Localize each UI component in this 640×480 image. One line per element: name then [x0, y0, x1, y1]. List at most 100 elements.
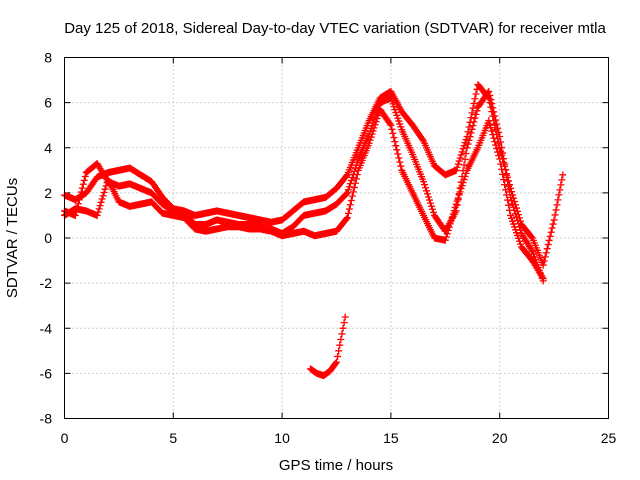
- data-point: [471, 114, 479, 122]
- data-point: [98, 195, 106, 203]
- data-point: [504, 196, 512, 204]
- data-point: [493, 145, 501, 153]
- data-point: [493, 120, 501, 128]
- data-point: [458, 148, 466, 156]
- data-point: [497, 160, 505, 168]
- data-point: [347, 177, 355, 185]
- data-point: [460, 176, 468, 184]
- data-point: [459, 179, 467, 187]
- data-point: [542, 249, 550, 257]
- data-point: [558, 176, 566, 184]
- data-point: [344, 186, 352, 194]
- y-tick-label: -8: [40, 411, 53, 427]
- series-track-c: [61, 105, 547, 283]
- data-point: [454, 194, 462, 202]
- data-point: [444, 226, 452, 234]
- data-point: [492, 141, 500, 149]
- data-point: [557, 181, 565, 189]
- data-point: [510, 203, 518, 211]
- data-point: [427, 202, 435, 210]
- data-point: [454, 160, 462, 168]
- data-point: [334, 352, 342, 360]
- data-point: [387, 121, 395, 129]
- data-point: [93, 211, 101, 219]
- data-point: [499, 170, 507, 178]
- data-point: [349, 188, 357, 196]
- data-point: [469, 122, 477, 130]
- data-points: [61, 81, 567, 380]
- data-point: [546, 232, 554, 240]
- data-point: [345, 183, 353, 191]
- data-point: [547, 228, 555, 236]
- data-point: [78, 184, 86, 192]
- data-point: [502, 186, 510, 194]
- data-point: [549, 220, 557, 228]
- data-point: [341, 313, 349, 321]
- data-point: [548, 224, 556, 232]
- data-point: [471, 95, 479, 103]
- data-point: [460, 161, 468, 169]
- data-point: [488, 127, 496, 135]
- data-point: [490, 108, 498, 116]
- data-point: [496, 132, 504, 140]
- data-point: [505, 201, 513, 209]
- data-point: [499, 149, 507, 157]
- data-point: [540, 257, 548, 265]
- data-point: [449, 210, 457, 218]
- data-point: [445, 223, 453, 231]
- data-point: [451, 203, 459, 211]
- data-point: [504, 177, 512, 185]
- data-point: [366, 136, 374, 144]
- data-point: [425, 196, 433, 204]
- data-point: [332, 359, 340, 367]
- data-point: [539, 275, 547, 283]
- data-point: [392, 142, 400, 150]
- y-tick-label: -6: [40, 365, 53, 381]
- data-point: [442, 233, 450, 241]
- series-track-a: [61, 81, 567, 269]
- data-point: [371, 121, 379, 129]
- x-tick-label: 10: [274, 430, 290, 446]
- data-point: [344, 209, 352, 217]
- data-point: [462, 149, 470, 157]
- data-point: [391, 138, 399, 146]
- data-point: [343, 214, 351, 222]
- data-point: [452, 200, 460, 208]
- data-point: [492, 116, 500, 124]
- data-point: [488, 100, 496, 108]
- data-point: [491, 138, 499, 146]
- data-point: [486, 91, 494, 99]
- data-point: [99, 192, 107, 200]
- data-point: [498, 144, 506, 152]
- y-tick-label: 0: [44, 230, 52, 246]
- data-point: [465, 136, 473, 144]
- data-point: [365, 139, 373, 147]
- data-point: [501, 181, 509, 189]
- data-point: [466, 133, 474, 141]
- data-point: [455, 191, 463, 199]
- data-point: [462, 169, 470, 177]
- data-point: [555, 191, 563, 199]
- data-point: [464, 140, 472, 148]
- data-point: [503, 171, 511, 179]
- data-point: [527, 233, 535, 241]
- y-tick-label: 2: [44, 185, 52, 201]
- y-tick-labels: -8 -6 -4 -2 0 2 4 6 8: [40, 50, 53, 427]
- data-point: [443, 230, 451, 238]
- data-point: [453, 197, 461, 205]
- data-point: [340, 319, 348, 327]
- data-point: [489, 104, 497, 112]
- data-point: [503, 191, 511, 199]
- data-point: [395, 154, 403, 162]
- data-point: [441, 236, 449, 244]
- data-point: [513, 213, 521, 221]
- data-point: [81, 172, 89, 180]
- data-point: [342, 215, 350, 223]
- y-tick-label: 4: [44, 140, 52, 156]
- data-point: [500, 176, 508, 184]
- series-track-d: [306, 313, 349, 380]
- data-point: [423, 190, 431, 198]
- data-point: [372, 118, 380, 126]
- data-point: [95, 205, 103, 213]
- data-point: [491, 112, 499, 120]
